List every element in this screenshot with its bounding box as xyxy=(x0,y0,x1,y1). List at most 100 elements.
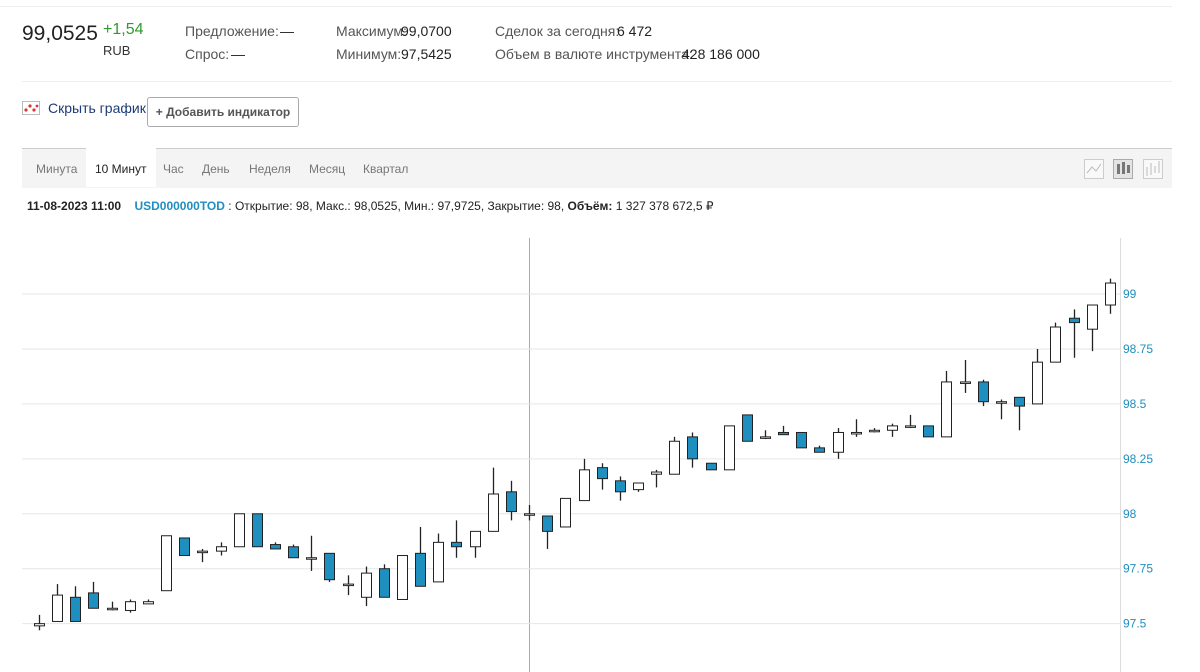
candle-body xyxy=(651,471,662,475)
info-datetime: 11-08-2023 11:00 xyxy=(27,199,122,213)
y-tick-label: 97.5 xyxy=(1123,617,1147,631)
y-tick-label: 98.25 xyxy=(1123,452,1153,466)
offer-label: Предложение: xyxy=(185,23,279,39)
volume-label: Объем в валюте инструмента: xyxy=(495,46,693,62)
deals-label: Сделок за сегодня: xyxy=(495,23,620,39)
candle-body xyxy=(597,467,608,480)
candle-body xyxy=(814,447,825,453)
candle-body xyxy=(869,429,880,433)
period-tab[interactable]: Месяц xyxy=(309,162,346,176)
candle-body xyxy=(107,607,118,611)
period-tab[interactable]: Час xyxy=(163,162,184,176)
candle-body xyxy=(778,431,789,436)
candle-body xyxy=(633,482,644,491)
y-tick-label: 98.75 xyxy=(1123,342,1153,356)
candle-body xyxy=(361,572,372,598)
candle-body xyxy=(524,513,535,516)
info-ticker: USD000000TOD xyxy=(134,199,225,213)
period-tab[interactable]: Неделя xyxy=(249,162,291,176)
offer-value: — xyxy=(280,23,294,39)
candle-body xyxy=(179,537,190,557)
top-border xyxy=(0,6,1172,7)
info-line: 11-08-2023 11:00 USD000000TOD : Открытие… xyxy=(27,199,713,213)
candle-body xyxy=(1050,326,1061,363)
divider xyxy=(22,81,1172,82)
candle-body xyxy=(1105,282,1116,306)
chart-icon xyxy=(22,101,40,115)
candle-body xyxy=(978,381,989,403)
candle-body xyxy=(506,491,517,513)
y-tick-label: 98 xyxy=(1123,507,1137,521)
candle-body xyxy=(343,583,354,587)
candle-body xyxy=(1014,396,1025,407)
candle-body xyxy=(197,550,208,554)
info-details: : Открытие: 98, Макс.: 98,0525, Мин.: 97… xyxy=(228,199,565,213)
candle-body xyxy=(833,431,844,453)
candle-body xyxy=(216,546,227,552)
hide-chart-link[interactable]: Скрыть график xyxy=(48,100,146,116)
chart-type-icons xyxy=(1084,159,1163,179)
bid-label: Спрос: xyxy=(185,46,230,62)
candle-body xyxy=(1069,317,1080,324)
period-tab[interactable]: Минута xyxy=(36,162,78,176)
min-value: 97,5425 xyxy=(401,46,452,62)
candle-body xyxy=(851,431,862,435)
volume-value: 428 186 000 xyxy=(682,46,760,62)
candle-body xyxy=(706,462,717,471)
candle-body xyxy=(1032,361,1043,405)
deals-value: 6 472 xyxy=(617,23,653,39)
candle-body xyxy=(905,425,916,428)
candle-body xyxy=(451,541,462,548)
price-change: +1,54 xyxy=(103,21,144,38)
period-tab[interactable]: Квартал xyxy=(363,162,409,176)
add-indicator-button[interactable]: + Добавить индикатор xyxy=(147,97,299,127)
candle-body xyxy=(70,596,81,622)
candle-body xyxy=(415,552,426,587)
candle-body xyxy=(742,414,753,442)
period-tab[interactable]: День xyxy=(202,162,230,176)
candle-body xyxy=(724,425,735,471)
candle-body xyxy=(433,541,444,583)
candle-body xyxy=(470,530,481,548)
y-tick-label: 98.5 xyxy=(1123,397,1147,411)
candle-body xyxy=(397,555,408,600)
candle-body xyxy=(324,552,335,581)
currency: RUB xyxy=(103,43,131,58)
bar-icon[interactable] xyxy=(1143,159,1163,179)
candle-body xyxy=(579,469,590,502)
candle-body xyxy=(125,601,136,611)
candle-body xyxy=(687,436,698,460)
period-tab[interactable]: 10 Минут xyxy=(86,148,156,187)
candle-body xyxy=(542,515,553,532)
candle-body xyxy=(488,493,499,532)
candle-body xyxy=(615,480,626,493)
candle-body xyxy=(252,513,263,548)
candle-body xyxy=(306,557,317,560)
candle-body xyxy=(288,546,299,559)
tab-bar xyxy=(22,148,1172,188)
candle-body xyxy=(560,497,571,528)
candle-body xyxy=(161,535,172,592)
candle-body xyxy=(234,513,245,548)
max-value: 99,0700 xyxy=(401,23,452,39)
last-price: 99,0525 xyxy=(22,22,98,45)
candle-body xyxy=(52,594,63,622)
max-label: Максимум: xyxy=(336,23,407,39)
min-label: Минимум: xyxy=(336,46,402,62)
y-tick-label: 97.75 xyxy=(1123,562,1153,576)
candle-body xyxy=(887,425,898,431)
candle-body xyxy=(996,401,1007,404)
candle-body xyxy=(143,601,154,605)
y-tick-label: 99 xyxy=(1123,287,1137,301)
candle-body xyxy=(941,381,952,438)
candle-body xyxy=(1087,304,1098,330)
candle-body xyxy=(270,544,281,550)
info-volume-label: Объём: xyxy=(567,199,613,213)
candle-body xyxy=(34,623,45,627)
bid-value: — xyxy=(231,46,245,62)
candle-body xyxy=(960,381,971,384)
info-volume: 1 327 378 672,5 ₽ xyxy=(615,199,714,213)
